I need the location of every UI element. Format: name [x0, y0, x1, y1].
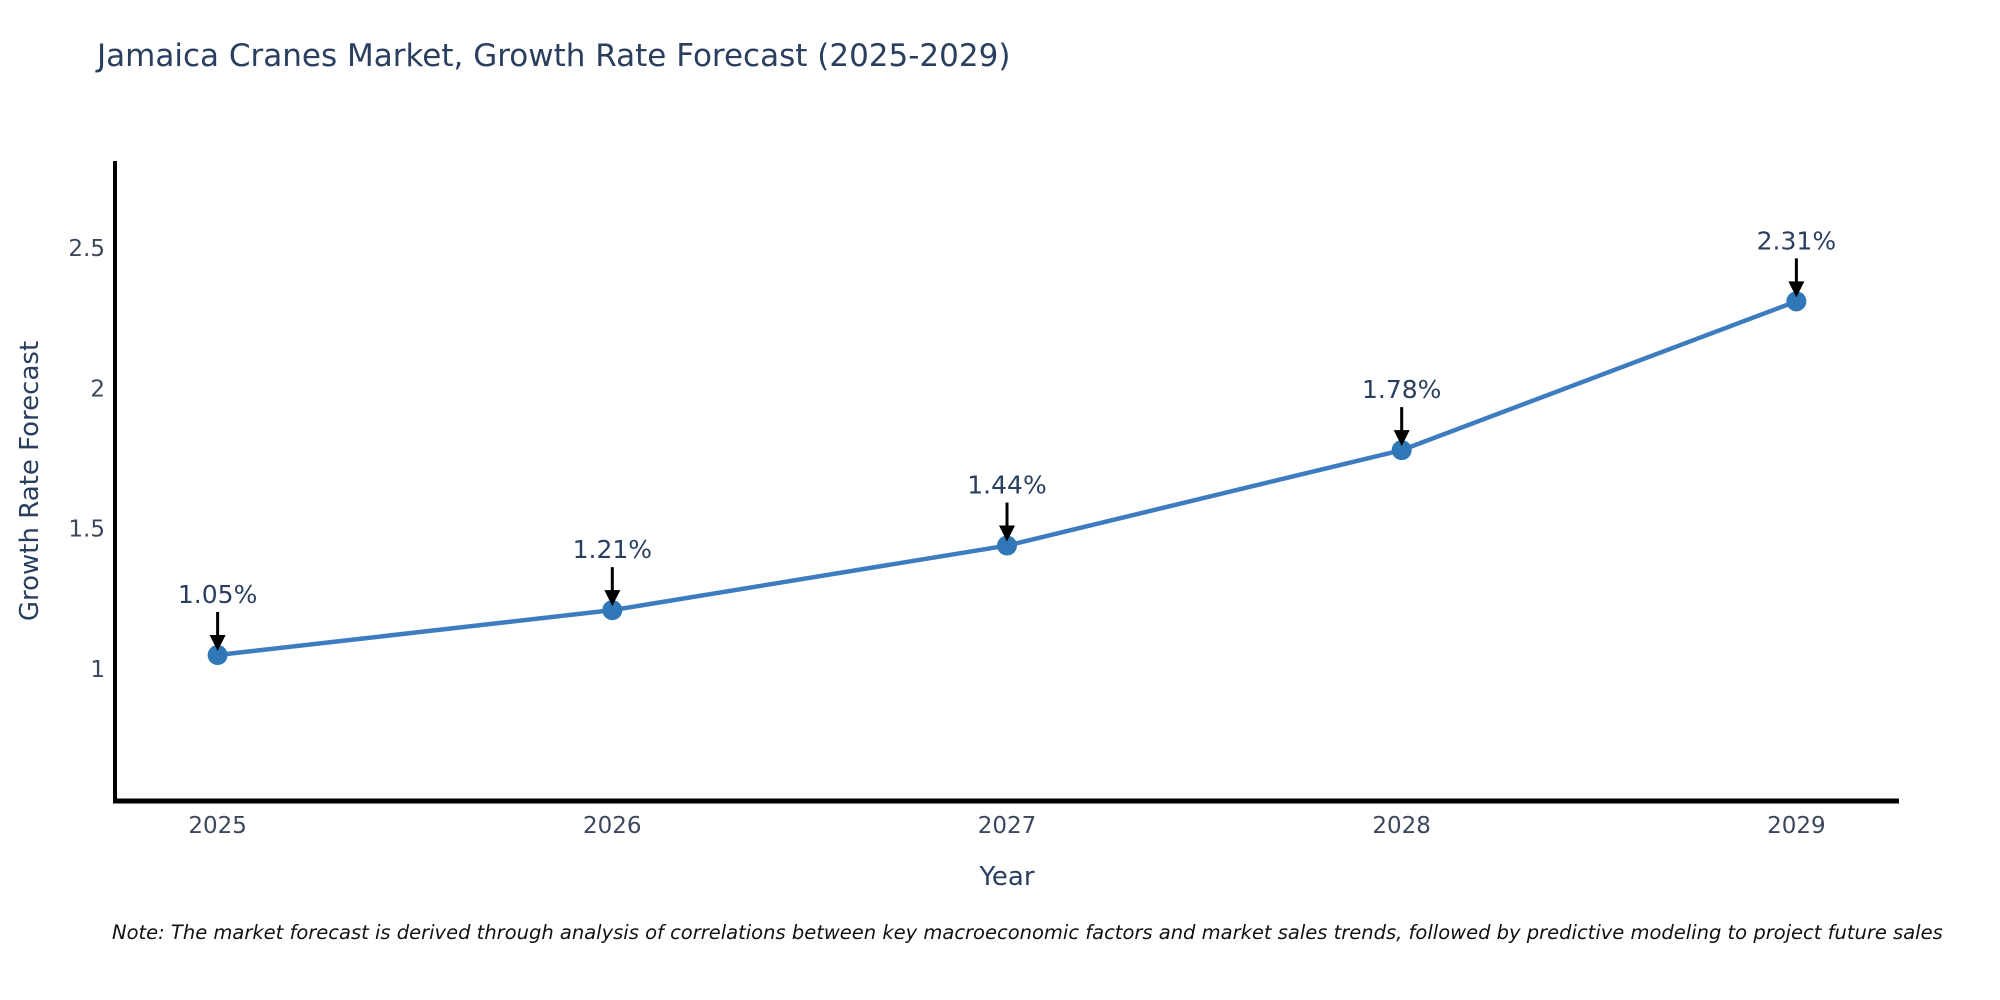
x-axis-title: Year [979, 862, 1035, 892]
x-tick-label: 2025 [188, 813, 247, 839]
footnote: Note: The market forecast is derived thr… [112, 921, 1943, 944]
annotation-label-2027: 1.44% [967, 471, 1046, 500]
y-tick-label: 1 [90, 657, 105, 683]
annotation-label-2028: 1.78% [1362, 375, 1441, 404]
annotation-arrow-head [999, 525, 1015, 542]
data-point-2028[interactable] [1391, 440, 1412, 461]
data-point-2027[interactable] [997, 535, 1017, 556]
y-tick-label: 2 [90, 376, 105, 402]
annotation-label-2029: 2.31% [1757, 226, 1836, 255]
x-tick-label: 2028 [1372, 813, 1431, 839]
x-tick-label: 2029 [1767, 813, 1826, 839]
data-point-2026[interactable] [602, 600, 623, 621]
x-tick-label: 2027 [978, 813, 1037, 839]
annotation-arrow-head [604, 590, 621, 607]
data-point-2029[interactable] [1786, 291, 1807, 312]
annotation-label-2026: 1.21% [573, 535, 652, 564]
annotation-arrow-head [1788, 281, 1805, 298]
annotation-arrow-head [209, 635, 226, 652]
chart-title: Jamaica Cranes Market, Growth Rate Forec… [97, 38, 1011, 74]
x-tick-label: 2026 [583, 813, 642, 839]
annotation-arrow-head [1393, 430, 1410, 447]
y-tick-label: 1.5 [68, 517, 105, 543]
y-tick-label: 2.5 [68, 236, 105, 262]
annotation-label-2025: 1.05% [178, 580, 257, 609]
data-point-2025[interactable] [207, 645, 228, 666]
